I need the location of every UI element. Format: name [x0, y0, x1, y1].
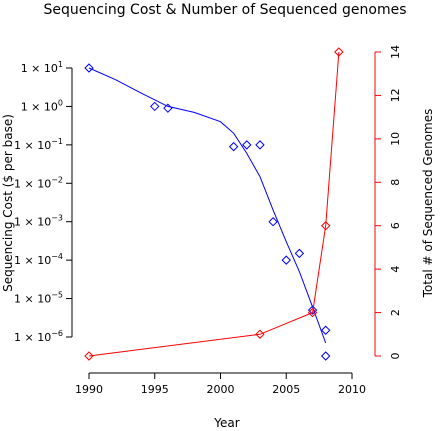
y-left-tick-label: 1 × 10−6 [14, 329, 63, 344]
cost-point [242, 140, 252, 150]
cost-point [84, 63, 94, 73]
y-left-tick-label: 1 × 10−2 [14, 175, 63, 190]
genomes-point [307, 307, 318, 318]
x-tick-label: 2005 [272, 383, 300, 396]
y-left-tick-label: 1 × 101 [21, 60, 63, 75]
cost-point-extra [320, 351, 331, 361]
x-tick-label: 2000 [207, 383, 235, 396]
genomes-point [84, 351, 94, 361]
y-right-tick-label: 4 [389, 266, 402, 273]
genomes-point [334, 47, 344, 57]
y-right-tick-label: 2 [389, 309, 402, 316]
y-left-tick-label: 1 × 10−5 [14, 291, 63, 306]
y-left-tick-label: 1 × 100 [21, 98, 63, 113]
x-tick-label: 2010 [338, 383, 366, 396]
y-right-tick-label: 8 [389, 179, 402, 186]
cost-fit-line [88, 67, 327, 344]
x-tick-label: 1990 [75, 383, 103, 396]
cost-point [150, 101, 160, 112]
genomes-point [320, 221, 331, 231]
y-right-tick-label: 6 [389, 222, 402, 229]
cost-point [163, 103, 173, 113]
x-tick-label: 1995 [141, 383, 169, 396]
y-right-tick-label: 10 [389, 132, 402, 146]
cost-point [320, 325, 331, 335]
marks [84, 47, 344, 361]
y-left-tick-label: 1 × 10−1 [14, 137, 63, 152]
cost-point [307, 305, 318, 315]
y-left-tick-label: 1 × 10−3 [14, 214, 63, 229]
y-right-tick-label: 12 [389, 88, 402, 102]
cost-point [268, 217, 278, 227]
y-left-tick-label: 1 × 10−4 [14, 252, 63, 267]
genomes-line [88, 51, 340, 357]
y-right-tick-label: 14 [389, 45, 402, 59]
chart-title: Sequencing Cost & Number of Sequenced ge… [44, 2, 407, 18]
x-axis-label: Year [213, 416, 239, 430]
cost-point [281, 255, 291, 265]
cost-point [228, 141, 239, 152]
y-right-tick-label: 0 [389, 353, 402, 360]
genomes-point [255, 329, 265, 339]
cost-point [255, 140, 265, 150]
cost-point [294, 248, 305, 259]
y-axis-right-label: Total # of Sequenced Genomes [421, 109, 435, 299]
y-axis-left-label: Sequencing Cost ($ per base) [1, 114, 15, 292]
